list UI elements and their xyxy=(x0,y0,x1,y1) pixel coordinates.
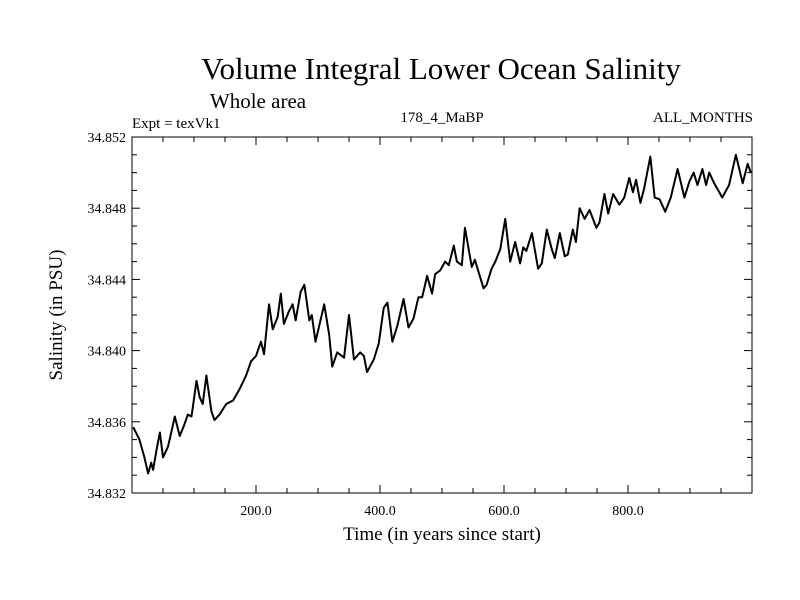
y-tick-label: 34.840 xyxy=(88,345,127,360)
y-tick-label: 34.844 xyxy=(88,273,127,288)
chart-title: Volume Integral Lower Ocean Salinity xyxy=(201,51,681,86)
axes: 200.0 400.0 600.0 800.0 34.832 34.836 34.840 34… xyxy=(88,131,753,519)
x-tick-label: 400.0 xyxy=(364,504,396,519)
x-tick-label: 600.0 xyxy=(488,504,520,519)
x-tick-label: 200.0 xyxy=(240,504,272,519)
x-tick-label: 800.0 xyxy=(612,504,644,519)
series-line-salinity xyxy=(132,153,752,475)
x-axis-label: Time (in years since start) xyxy=(343,524,541,545)
chart-subtitle: Whole area xyxy=(210,89,307,113)
y-tick-label: 34.832 xyxy=(88,487,127,502)
period-label: 178_4_MaBP xyxy=(400,110,483,126)
series-layer xyxy=(132,153,752,475)
y-tick-label: 34.848 xyxy=(88,202,127,217)
experiment-label: Expt = texVk1 xyxy=(132,116,220,132)
y-axis-label: Salinity (in PSU) xyxy=(46,250,67,381)
y-tick-label: 34.836 xyxy=(88,416,127,431)
plot-frame xyxy=(131,136,753,494)
y-tick-label: 34.852 xyxy=(88,131,127,146)
months-label: ALL_MONTHS xyxy=(653,110,753,126)
